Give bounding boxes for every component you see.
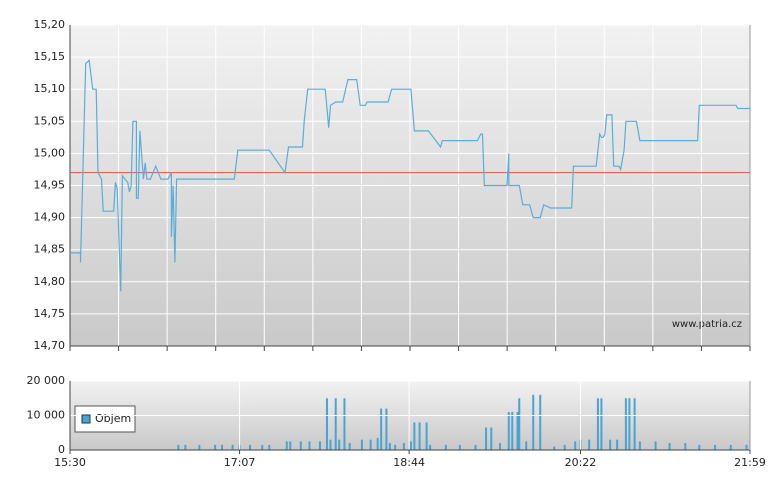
x-tick-label: 21:59 bbox=[734, 456, 766, 469]
y-tick-label: 14,90 bbox=[34, 211, 66, 224]
volume-bar bbox=[596, 398, 599, 450]
volume-bar bbox=[402, 443, 405, 450]
legend-label: Objem bbox=[95, 412, 131, 425]
x-tick-label: 18:44 bbox=[393, 456, 425, 469]
volume-bar bbox=[633, 398, 636, 450]
volume-bar bbox=[343, 398, 346, 450]
volume-bar bbox=[334, 398, 337, 450]
volume-bar bbox=[563, 444, 566, 450]
volume-bar bbox=[413, 422, 416, 450]
volume-bar bbox=[289, 441, 292, 450]
volume-bar bbox=[588, 439, 591, 450]
volume-bar bbox=[268, 444, 271, 450]
volume-bar bbox=[654, 441, 657, 450]
volume-bar bbox=[249, 444, 252, 450]
x-tick-label: 20:22 bbox=[565, 456, 597, 469]
price-line bbox=[70, 59, 750, 292]
legend-swatch bbox=[81, 414, 91, 424]
y-tick-label: 14,75 bbox=[34, 307, 66, 320]
volume-bar bbox=[425, 422, 428, 450]
volume-bar bbox=[409, 441, 412, 450]
volume-bar bbox=[394, 444, 397, 450]
x-tick-label: 17:07 bbox=[224, 456, 256, 469]
volume-bar bbox=[600, 398, 603, 450]
volume-bar bbox=[385, 408, 388, 450]
y-tick-label: 15,05 bbox=[34, 114, 66, 127]
volume-bar bbox=[318, 441, 321, 450]
volume-bar bbox=[485, 427, 488, 450]
volume-bar bbox=[444, 444, 447, 450]
volume-bar bbox=[499, 443, 502, 450]
volume-bar bbox=[668, 443, 671, 450]
y-tick-label: 14,85 bbox=[34, 243, 66, 256]
y-tick-label: 14,70 bbox=[34, 339, 66, 352]
volume-bar bbox=[714, 444, 717, 450]
volume-bar bbox=[388, 443, 391, 450]
volume-bar bbox=[474, 444, 477, 450]
volume-bar bbox=[511, 412, 514, 450]
volume-bar bbox=[231, 444, 234, 450]
volume-bar bbox=[177, 444, 180, 450]
y-tick-label: 15,20 bbox=[34, 18, 66, 31]
volume-bar bbox=[348, 443, 351, 450]
volume-bar bbox=[325, 398, 328, 450]
volume-bar bbox=[525, 441, 528, 450]
volume-bar bbox=[221, 444, 224, 450]
volume-bar bbox=[299, 441, 302, 450]
volume-bar bbox=[516, 412, 519, 450]
volume-bar bbox=[376, 437, 379, 450]
volume-bar bbox=[616, 439, 619, 450]
volume-bar bbox=[285, 441, 288, 450]
volume-bar bbox=[553, 446, 556, 450]
y-tick-label: 20 000 bbox=[27, 374, 66, 387]
volume-bar bbox=[198, 444, 201, 450]
x-tick-label: 15:30 bbox=[54, 456, 86, 469]
y-tick-label: 14,95 bbox=[34, 179, 66, 192]
volume-bar bbox=[507, 412, 510, 450]
watermark: www.patria.cz bbox=[672, 319, 742, 330]
y-tick-label: 15,10 bbox=[34, 82, 66, 95]
volume-bar bbox=[628, 398, 631, 450]
volume-bar bbox=[624, 398, 627, 450]
legend-box bbox=[74, 405, 136, 433]
y-tick-label: 14,80 bbox=[34, 275, 66, 288]
volume-bar bbox=[729, 444, 732, 450]
y-tick-label: 15,00 bbox=[34, 146, 66, 159]
volume-bar bbox=[214, 444, 217, 450]
volume-bar bbox=[329, 439, 332, 450]
volume-bar bbox=[609, 439, 612, 450]
y-tick-label: 15,15 bbox=[34, 50, 66, 63]
volume-bar bbox=[369, 439, 372, 450]
volume-bar bbox=[261, 444, 264, 450]
y-tick-label: 10 000 bbox=[27, 409, 66, 422]
volume-bar bbox=[574, 441, 577, 450]
volume-bar bbox=[418, 422, 421, 450]
volume-bar bbox=[532, 394, 535, 450]
volume-bar bbox=[308, 441, 311, 450]
volume-bar bbox=[638, 441, 641, 450]
y-tick-label: 0 bbox=[58, 443, 65, 456]
volume-bar bbox=[490, 427, 493, 450]
volume-bar bbox=[429, 444, 432, 450]
volume-bar bbox=[360, 439, 363, 450]
volume-bar bbox=[518, 398, 521, 450]
volume-bar bbox=[380, 408, 383, 450]
volume-bar bbox=[184, 444, 187, 450]
volume-bar bbox=[698, 444, 701, 450]
volume-bar bbox=[684, 443, 687, 450]
volume-bar bbox=[458, 444, 461, 450]
volume-bar bbox=[539, 394, 542, 450]
volume-bar bbox=[338, 439, 341, 450]
volume-bar bbox=[745, 444, 748, 450]
